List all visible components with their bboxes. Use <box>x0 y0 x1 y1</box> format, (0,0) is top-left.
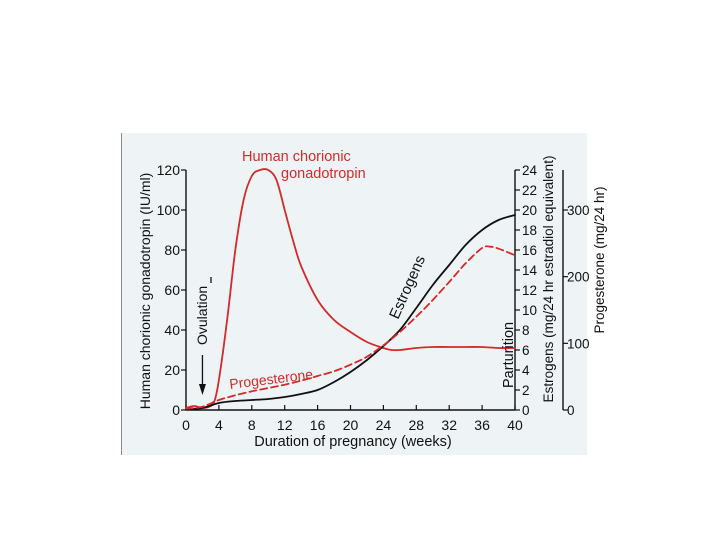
left-tick-label: 120 <box>157 162 181 178</box>
progesterone-tick-label: 0 <box>567 403 575 418</box>
estrogen-tick-label: 10 <box>522 303 537 318</box>
estrogen-tick-label: 14 <box>522 263 538 278</box>
x-tick-label: 0 <box>182 417 190 433</box>
estrogen-tick-label: 2 <box>522 383 530 398</box>
left-tick-label: 60 <box>164 282 180 298</box>
x-tick-label: 16 <box>310 417 326 433</box>
x-tick-label: 24 <box>376 417 392 433</box>
x-tick-label: 28 <box>409 417 425 433</box>
left-tick-label: 40 <box>164 322 180 338</box>
ovulation-annotation: Ovulation <box>194 286 210 345</box>
estrogen-tick-label: 16 <box>522 243 537 258</box>
figure-background <box>121 133 587 455</box>
left-tick-label: 80 <box>164 242 180 258</box>
x-tick-label: 12 <box>277 417 293 433</box>
progesterone-tick-label: 200 <box>567 270 590 285</box>
left-tick-label: 100 <box>157 202 181 218</box>
x-tick-label: 8 <box>248 417 256 433</box>
estrogen-tick-label: 4 <box>522 363 530 378</box>
x-tick-label: 32 <box>441 417 457 433</box>
estrogen-tick-label: 22 <box>522 183 537 198</box>
hcg-annotation-line1: Human chorionic <box>242 149 351 165</box>
x-axis-label: Duration of pregnancy (weeks) <box>254 434 451 450</box>
estrogen-tick-label: 0 <box>522 403 530 418</box>
left-tick-label: 20 <box>164 362 180 378</box>
estrogen-tick-label: 6 <box>522 343 530 358</box>
x-tick-label: 20 <box>343 417 359 433</box>
ovulation-arrow-head <box>198 384 206 395</box>
left-axis-label: Human chorionic gonadotropin (IU/ml) <box>137 173 153 410</box>
x-tick-label: 4 <box>215 417 223 433</box>
estrogen-tick-label: 20 <box>522 203 537 218</box>
estrogen-tick-label: 18 <box>522 223 537 238</box>
progesterone-tick-label: 300 <box>567 203 590 218</box>
hcg-curve <box>185 168 516 409</box>
parturition-annotation: Parturition <box>501 322 517 388</box>
x-tick-label: 36 <box>474 417 490 433</box>
progesterone-curve <box>185 245 516 410</box>
estrogens-annotation: Estrogens <box>386 253 429 322</box>
estrogens-curve <box>185 214 516 410</box>
estrogen-axis-label: Estrogens (mg/24 hr estradiol equivalent… <box>541 156 556 403</box>
hcg-annotation-line2: gonadotropin <box>281 166 366 182</box>
progesterone-axis-label: Progesterone (mg/24 hr) <box>592 186 607 333</box>
estrogen-tick-label: 8 <box>522 323 530 338</box>
left-tick-label: 0 <box>172 402 180 418</box>
progesterone-tick-label: 100 <box>567 336 590 351</box>
estrogen-tick-label: 12 <box>522 283 537 298</box>
estrogen-tick-label: 24 <box>522 163 538 178</box>
x-tick-label: 40 <box>507 417 523 433</box>
figure-left-rule <box>121 133 122 455</box>
